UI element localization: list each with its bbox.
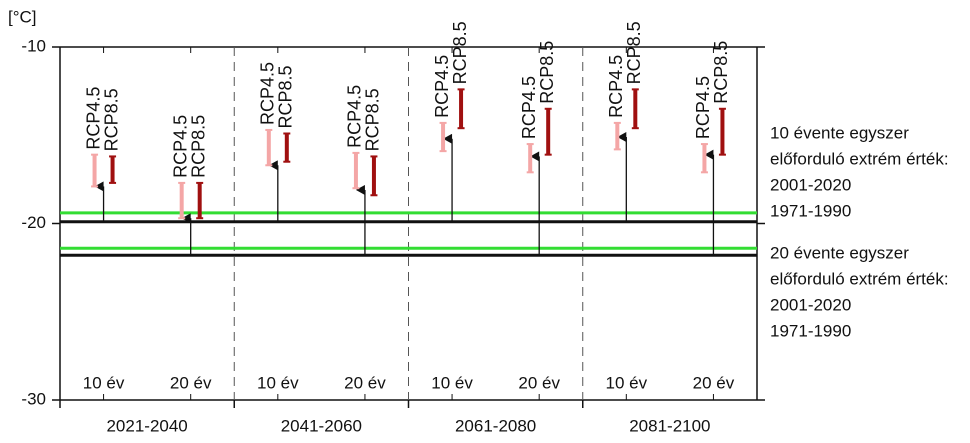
- series-label: RCP8.5: [711, 41, 731, 104]
- legend-title: 10 évente egyszer: [770, 123, 909, 142]
- y-tick-label: -10: [21, 36, 46, 55]
- sub-label: 10 év: [431, 373, 473, 392]
- legend-entry: 1971-1990: [770, 321, 851, 340]
- series-label: RCP8.5: [101, 88, 121, 151]
- legend-title: 20 évente egyszer: [770, 243, 909, 262]
- period-label: 2061-2080: [455, 416, 536, 435]
- series-label: RCP4.5: [693, 76, 713, 139]
- series-label: RCP4.5: [345, 85, 365, 148]
- period-label: 2041-2060: [281, 416, 362, 435]
- legend-title: előforduló extrém érték:: [770, 269, 949, 288]
- sub-label: 20 év: [693, 373, 735, 392]
- sub-label: 10 év: [257, 373, 299, 392]
- series-label: RCP8.5: [450, 21, 470, 84]
- legend-entry: 1971-1990: [770, 201, 851, 220]
- legend-entry: 2001-2020: [770, 175, 851, 194]
- series-label: RCP4.5: [432, 55, 452, 118]
- series-label: RCP4.5: [519, 76, 539, 139]
- series-label: RCP4.5: [606, 55, 626, 118]
- sub-label: 20 év: [344, 373, 386, 392]
- sub-label: 10 év: [83, 373, 125, 392]
- series-label: RCP8.5: [624, 21, 644, 84]
- sub-label: 20 év: [518, 373, 560, 392]
- y-tick-label: -30: [21, 389, 46, 408]
- series-label: RCP8.5: [363, 88, 383, 151]
- series-label: RCP8.5: [188, 115, 208, 178]
- series-label: RCP4.5: [258, 62, 278, 125]
- sub-label: 20 év: [170, 373, 212, 392]
- y-tick-label: -20: [21, 213, 46, 232]
- sub-label: 10 év: [606, 373, 648, 392]
- series-label: RCP8.5: [276, 65, 296, 128]
- series-label: RCP4.5: [83, 87, 103, 150]
- legend-title: előforduló extrém érték:: [770, 149, 949, 168]
- series-label: RCP8.5: [537, 41, 557, 104]
- y-unit: [°C]: [8, 7, 37, 26]
- legend-entry: 2001-2020: [770, 295, 851, 314]
- period-label: 2021-2040: [106, 416, 187, 435]
- period-label: 2081-2100: [629, 416, 710, 435]
- series-label: RCP4.5: [170, 115, 190, 178]
